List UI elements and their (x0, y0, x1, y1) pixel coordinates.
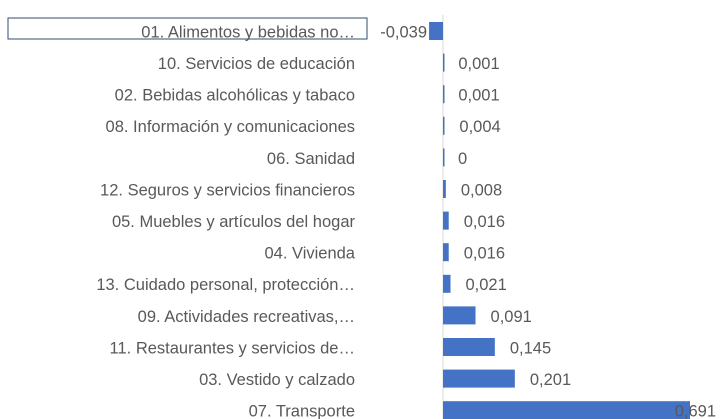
category-label: 05. Muebles y artículos del hogar (112, 213, 356, 231)
category-label: 13. Cuidado personal, protección… (96, 276, 355, 294)
category-label: 02. Bebidas alcohólicas y tabaco (115, 87, 355, 105)
category-label: 06. Sanidad (267, 150, 355, 168)
bar (443, 401, 690, 419)
bar (429, 22, 443, 40)
category-label: 04. Vivienda (264, 245, 355, 263)
bar (443, 116, 445, 135)
category-label: 08. Información y comunicaciones (106, 118, 355, 136)
bar (443, 85, 445, 104)
category-label: 12. Seguros y servicios financieros (100, 181, 355, 199)
value-label: 0,004 (459, 118, 500, 136)
value-label: 0,145 (510, 339, 551, 357)
category-label: 11. Restaurantes y servicios de… (110, 339, 355, 357)
bar (443, 338, 495, 356)
value-label: 0,201 (530, 371, 571, 389)
value-label: 0,016 (464, 213, 505, 231)
category-label: 09. Actividades recreativas,… (138, 308, 355, 326)
bar (443, 369, 515, 388)
bar (443, 180, 446, 198)
value-label: 0,691 (675, 403, 716, 419)
bar (443, 211, 449, 230)
bar (443, 274, 451, 293)
category-label: 10. Servicios de educación (158, 55, 355, 73)
value-label: 0,016 (464, 245, 505, 263)
value-label: 0,001 (458, 87, 499, 105)
bar (443, 306, 476, 325)
value-label: 0,008 (461, 181, 502, 199)
value-label: 0,091 (491, 308, 532, 326)
bar (443, 53, 445, 72)
value-label: 0,021 (466, 276, 507, 294)
value-label: -0,039 (380, 23, 427, 41)
category-label: 01. Alimentos y bebidas no… (141, 23, 355, 41)
bar (443, 148, 445, 167)
value-label: 0,001 (458, 55, 499, 73)
bar (443, 243, 449, 262)
selection-box (7, 17, 368, 40)
category-label: 07. Transporte (249, 403, 355, 419)
category-label: 03. Vestido y calzado (199, 371, 355, 389)
value-label: 0 (458, 150, 467, 168)
